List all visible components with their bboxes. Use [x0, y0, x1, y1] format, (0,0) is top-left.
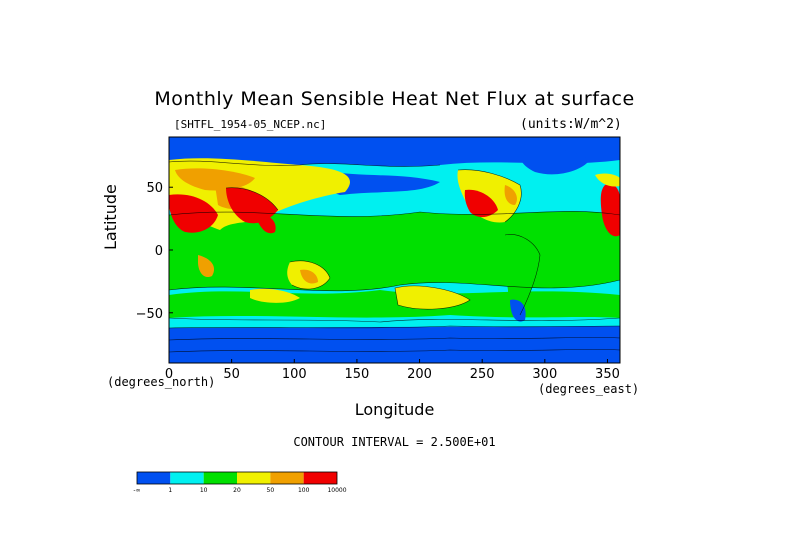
x-tick-label: 200: [407, 367, 432, 382]
colorbar-swatch: [203, 472, 237, 484]
colorbar-swatch: [137, 472, 171, 484]
colorbar-label: 10: [200, 487, 208, 494]
colorbar-swatch: [270, 472, 304, 484]
x-tick-label: 50: [223, 367, 240, 382]
colorbar-label: 1: [168, 487, 172, 494]
colorbar-label: 50: [267, 487, 275, 494]
x-axis-units: (degrees_east): [538, 382, 640, 396]
source-file-label: [SHTFL_1954-05_NCEP.nc]: [174, 118, 327, 131]
x-axis: 0 50 100 150 200 250 300 350: [165, 359, 620, 382]
colorbar-label: 10000: [327, 487, 346, 494]
colorbar-legend: -∞ 1 10 20 50 100 10000: [133, 471, 347, 494]
colorbar-swatch: [303, 472, 337, 484]
contour-interval-label: CONTOUR INTERVAL = 2.500E+01: [293, 435, 496, 449]
y-tick-label: 50: [146, 181, 163, 196]
y-axis-units: (degrees_north): [107, 375, 216, 389]
y-axis: −50 0 50: [136, 181, 173, 322]
y-tick-label: −50: [136, 307, 163, 322]
flux-field: [169, 137, 620, 363]
x-tick-label: 300: [532, 367, 557, 382]
colorbar-frame: [136, 471, 338, 485]
colorbar-swatch: [170, 472, 204, 484]
y-tick-label: 0: [155, 244, 163, 259]
x-tick-label: 100: [282, 367, 307, 382]
x-tick-label: 350: [595, 367, 620, 382]
x-tick-label: 250: [470, 367, 495, 382]
colorbar-label: 100: [298, 487, 310, 494]
x-tick-label: 0: [165, 367, 173, 382]
units-label: (units:W/m^2): [520, 117, 622, 132]
colorbar-label: 20: [233, 487, 241, 494]
x-tick-label: 150: [345, 367, 370, 382]
colorbar-label: -∞: [133, 487, 140, 494]
x-axis-title: Longitude: [354, 400, 435, 419]
colorbar-swatch: [237, 472, 271, 484]
chart-title: Monthly Mean Sensible Heat Net Flux at s…: [154, 88, 635, 110]
